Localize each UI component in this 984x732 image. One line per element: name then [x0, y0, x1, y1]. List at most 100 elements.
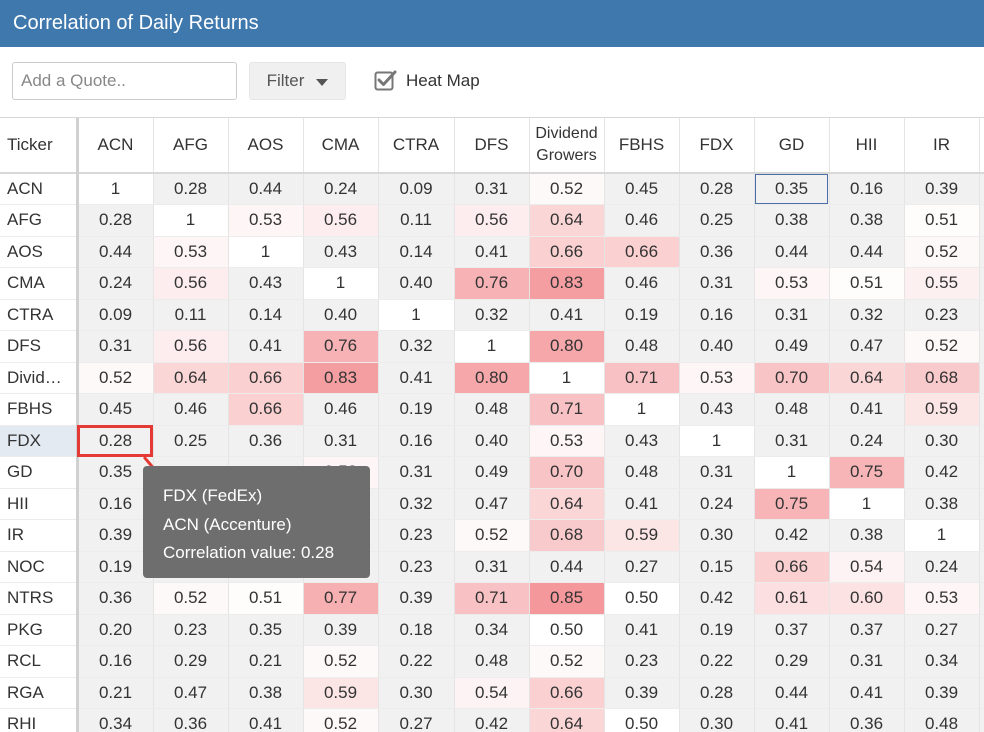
correlation-cell[interactable]: 0.16 — [378, 425, 455, 457]
correlation-cell[interactable]: 0.40 — [303, 299, 379, 331]
correlation-cell[interactable]: 0.34 — [77, 708, 154, 732]
correlation-cell[interactable]: 0.36 — [829, 708, 905, 732]
correlation-cell[interactable]: 0.31 — [679, 456, 755, 489]
correlation-cell[interactable] — [979, 173, 984, 205]
row-header[interactable]: NTRS — [0, 582, 79, 615]
correlation-cell[interactable]: 0.52 — [529, 645, 605, 678]
row-header[interactable]: CTRA — [0, 299, 79, 331]
correlation-cell[interactable]: 0.18 — [378, 614, 455, 646]
correlation-cell[interactable]: 0.48 — [754, 393, 830, 426]
row-header[interactable]: Divid… — [0, 362, 79, 394]
correlation-cell[interactable] — [979, 267, 984, 300]
correlation-cell[interactable]: 0.42 — [454, 708, 530, 732]
correlation-cell[interactable]: 0.21 — [77, 677, 154, 709]
correlation-cell[interactable]: 0.53 — [754, 267, 830, 300]
correlation-cell[interactable]: 0.80 — [529, 330, 605, 363]
correlation-cell[interactable]: 0.25 — [679, 204, 755, 237]
correlation-cell[interactable]: 0.35 — [754, 173, 830, 205]
correlation-cell[interactable]: 0.27 — [904, 614, 980, 646]
correlation-cell[interactable]: 0.34 — [454, 614, 530, 646]
correlation-cell[interactable]: 0.68 — [904, 362, 980, 394]
correlation-cell[interactable]: 0.27 — [604, 551, 680, 583]
correlation-cell[interactable]: 0.09 — [77, 299, 154, 331]
row-header[interactable]: DFS — [0, 330, 79, 363]
correlation-cell[interactable]: 0.59 — [303, 677, 379, 709]
correlation-cell[interactable]: 0.64 — [829, 362, 905, 394]
column-header-ticker[interactable]: Ticker — [0, 118, 79, 174]
column-header[interactable]: HII — [829, 118, 905, 174]
row-header[interactable]: AFG — [0, 204, 79, 237]
correlation-cell[interactable]: 1 — [604, 393, 680, 426]
row-header[interactable]: RGA — [0, 677, 79, 709]
correlation-cell[interactable]: 0.41 — [604, 614, 680, 646]
correlation-cell[interactable]: 0.41 — [228, 708, 304, 732]
row-header[interactable]: IR — [0, 519, 79, 552]
correlation-cell[interactable]: 0.48 — [604, 456, 680, 489]
correlation-cell[interactable]: 0.28 — [77, 204, 154, 237]
correlation-cell[interactable]: 0.30 — [679, 519, 755, 552]
correlation-cell[interactable]: 0.30 — [904, 425, 980, 457]
column-header[interactable]: Dividend Growers — [529, 118, 605, 174]
correlation-cell[interactable]: 1 — [829, 488, 905, 520]
correlation-cell[interactable]: 0.43 — [679, 393, 755, 426]
correlation-cell[interactable]: 0.16 — [77, 488, 154, 520]
correlation-cell[interactable]: 0.42 — [679, 582, 755, 615]
correlation-cell[interactable] — [979, 582, 984, 615]
correlation-cell[interactable]: 1 — [303, 267, 379, 300]
correlation-cell[interactable]: 0.19 — [679, 614, 755, 646]
correlation-cell[interactable]: 0.24 — [303, 173, 379, 205]
correlation-cell[interactable]: 0.75 — [829, 456, 905, 489]
correlation-cell[interactable]: 0.31 — [378, 456, 455, 489]
correlation-cell[interactable]: 0.43 — [228, 267, 304, 300]
correlation-cell[interactable]: 1 — [153, 204, 229, 237]
correlation-cell[interactable]: 0.52 — [529, 173, 605, 205]
correlation-cell[interactable]: 0.59 — [604, 519, 680, 552]
correlation-cell[interactable]: 0.83 — [529, 267, 605, 300]
correlation-cell[interactable]: 0.35 — [77, 456, 154, 489]
correlation-cell[interactable]: 0.47 — [829, 330, 905, 363]
column-header[interactable] — [979, 118, 984, 174]
correlation-cell[interactable]: 0.75 — [754, 488, 830, 520]
correlation-cell[interactable]: 0.20 — [77, 614, 154, 646]
row-header[interactable]: PKG — [0, 614, 79, 646]
correlation-cell[interactable]: 0.37 — [829, 614, 905, 646]
correlation-cell[interactable]: 0.30 — [679, 708, 755, 732]
correlation-cell[interactable]: 0.39 — [604, 677, 680, 709]
correlation-cell[interactable]: 0.52 — [904, 330, 980, 363]
correlation-cell[interactable] — [979, 645, 984, 678]
correlation-cell[interactable]: 1 — [679, 425, 755, 457]
heatmap-toggle[interactable]: Heat Map — [374, 68, 480, 94]
correlation-cell[interactable]: 0.11 — [378, 204, 455, 237]
correlation-cell[interactable]: 0.44 — [77, 236, 154, 268]
correlation-cell[interactable]: 0.14 — [378, 236, 455, 268]
correlation-cell[interactable]: 0.61 — [754, 582, 830, 615]
correlation-cell[interactable]: 0.64 — [529, 488, 605, 520]
correlation-cell[interactable]: 0.24 — [829, 425, 905, 457]
correlation-cell[interactable]: 0.31 — [679, 267, 755, 300]
correlation-cell[interactable]: 0.41 — [829, 677, 905, 709]
correlation-cell[interactable]: 0.38 — [904, 488, 980, 520]
correlation-cell[interactable]: 0.31 — [454, 173, 530, 205]
correlation-cell[interactable]: 0.28 — [679, 173, 755, 205]
correlation-cell[interactable]: 0.43 — [604, 425, 680, 457]
correlation-cell[interactable]: 0.24 — [77, 267, 154, 300]
correlation-cell[interactable]: 0.23 — [904, 299, 980, 331]
correlation-cell[interactable]: 0.43 — [303, 236, 379, 268]
correlation-cell[interactable]: 0.48 — [904, 708, 980, 732]
correlation-cell[interactable]: 0.27 — [378, 708, 455, 732]
correlation-cell[interactable]: 0.52 — [303, 708, 379, 732]
correlation-cell[interactable]: 0.49 — [454, 456, 530, 489]
correlation-cell[interactable]: 0.60 — [829, 582, 905, 615]
correlation-cell[interactable] — [979, 330, 984, 363]
correlation-cell[interactable]: 0.31 — [77, 330, 154, 363]
correlation-cell[interactable]: 0.70 — [754, 362, 830, 394]
correlation-cell[interactable]: 0.53 — [228, 204, 304, 237]
correlation-cell[interactable]: 0.46 — [604, 204, 680, 237]
correlation-cell[interactable]: 0.39 — [77, 519, 154, 552]
correlation-cell[interactable]: 0.52 — [153, 582, 229, 615]
correlation-cell[interactable]: 0.77 — [303, 582, 379, 615]
correlation-cell[interactable]: 0.23 — [378, 551, 455, 583]
correlation-cell[interactable] — [979, 708, 984, 732]
correlation-cell[interactable]: 0.16 — [679, 299, 755, 331]
correlation-cell[interactable]: 0.16 — [829, 173, 905, 205]
